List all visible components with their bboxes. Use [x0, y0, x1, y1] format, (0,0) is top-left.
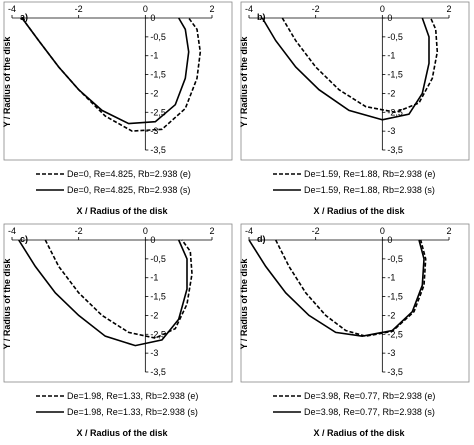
series-line	[248, 239, 425, 338]
y-tick-label: -3	[150, 348, 158, 358]
series-line	[261, 17, 430, 121]
y-axis-label: Y / Radius of the disk	[2, 36, 12, 128]
x-tick-label: -4	[8, 226, 16, 236]
y-tick-label: -2	[150, 310, 158, 320]
x-axis-label: X / Radius of the disk	[76, 428, 168, 438]
x-tick-label: 2	[209, 4, 214, 14]
x-tick-label: 2	[209, 226, 214, 236]
legend-label: De=1.59, Re=1.88, Rb=2.938 (s)	[304, 185, 435, 195]
y-tick-label: -1,5	[387, 292, 403, 302]
y-tick-label: -1,5	[150, 292, 166, 302]
y-tick-label: -0,5	[150, 254, 166, 264]
series-line	[274, 239, 427, 338]
legend-label: De=3.98, Re=0.77, Rb=2.938 (e)	[304, 391, 435, 401]
legend-label: De=0, Re=4.825, Rb=2.938 (e)	[67, 169, 191, 179]
x-tick-label: 0	[143, 4, 148, 14]
y-tick-label: -3,5	[150, 367, 166, 377]
y-tick-label: -0,5	[150, 32, 166, 42]
y-tick-label: -3,5	[387, 145, 403, 155]
plot-frame	[3, 1, 233, 161]
y-tick-label: -1	[150, 51, 158, 61]
x-tick-label: -2	[312, 226, 320, 236]
y-tick-label: -1	[387, 273, 395, 283]
x-tick-label: 2	[446, 4, 451, 14]
y-tick-label: -1	[387, 51, 395, 61]
series-line	[281, 17, 439, 114]
y-tick-label: -0,5	[387, 32, 403, 42]
panel-label: c)	[20, 234, 28, 244]
y-tick-label: -3	[387, 348, 395, 358]
panel-label: a)	[20, 12, 28, 22]
y-tick-label: -2	[387, 310, 395, 320]
x-tick-label: 0	[380, 226, 385, 236]
x-tick-label: -4	[245, 4, 253, 14]
x-tick-label: -2	[312, 4, 320, 14]
y-tick-label: 0	[150, 13, 155, 23]
x-tick-label: 2	[446, 226, 451, 236]
y-tick-label: -2,5	[150, 107, 166, 117]
y-tick-label: -2,5	[150, 329, 166, 339]
y-tick-label: 0	[387, 13, 392, 23]
plot-frame	[240, 1, 470, 161]
y-tick-label: -3,5	[150, 145, 166, 155]
x-tick-label: -2	[75, 226, 83, 236]
y-tick-label: -1,5	[150, 70, 166, 80]
y-tick-label: 0	[150, 235, 155, 245]
y-axis-label: Y / Radius of the disk	[2, 258, 12, 350]
panel-label: b)	[257, 12, 266, 22]
y-axis-label: Y / Radius of the disk	[239, 36, 249, 128]
y-tick-label: -2	[387, 88, 395, 98]
y-tick-label: -1	[150, 273, 158, 283]
panel-label: d)	[257, 234, 266, 244]
plot-frame	[240, 223, 470, 383]
x-tick-label: 0	[380, 4, 385, 14]
legend-label: De=3.98, Re=0.77, Rb=2.938 (s)	[304, 407, 435, 417]
y-tick-label: -1,5	[387, 70, 403, 80]
x-axis-label: X / Radius of the disk	[313, 428, 405, 438]
x-tick-label: -4	[8, 4, 16, 14]
x-axis-label: X / Radius of the disk	[313, 206, 405, 216]
legend-label: De=0, Re=4.825, Rb=2.938 (s)	[67, 185, 190, 195]
series-line	[18, 239, 188, 347]
y-tick-label: -3,5	[387, 367, 403, 377]
y-tick-label: 0	[387, 235, 392, 245]
series-line	[21, 17, 190, 125]
y-tick-label: -3	[387, 126, 395, 136]
x-tick-label: -4	[245, 226, 253, 236]
y-axis-label: Y / Radius of the disk	[239, 258, 249, 350]
legend-label: De=1.59, Re=1.88, Rb=2.938 (e)	[304, 169, 435, 179]
legend-label: De=1.98, Re=1.33, Rb=2.938 (e)	[67, 391, 198, 401]
x-tick-label: -2	[75, 4, 83, 14]
series-line	[44, 239, 193, 339]
y-tick-label: -2,5	[387, 329, 403, 339]
x-tick-label: 0	[143, 226, 148, 236]
legend-label: De=1.98, Re=1.33, Rb=2.938 (s)	[67, 407, 198, 417]
x-axis-label: X / Radius of the disk	[76, 206, 168, 216]
y-tick-label: -3	[150, 126, 158, 136]
y-tick-label: -0,5	[387, 254, 403, 264]
plot-frame	[3, 223, 233, 383]
y-tick-label: -2	[150, 88, 158, 98]
